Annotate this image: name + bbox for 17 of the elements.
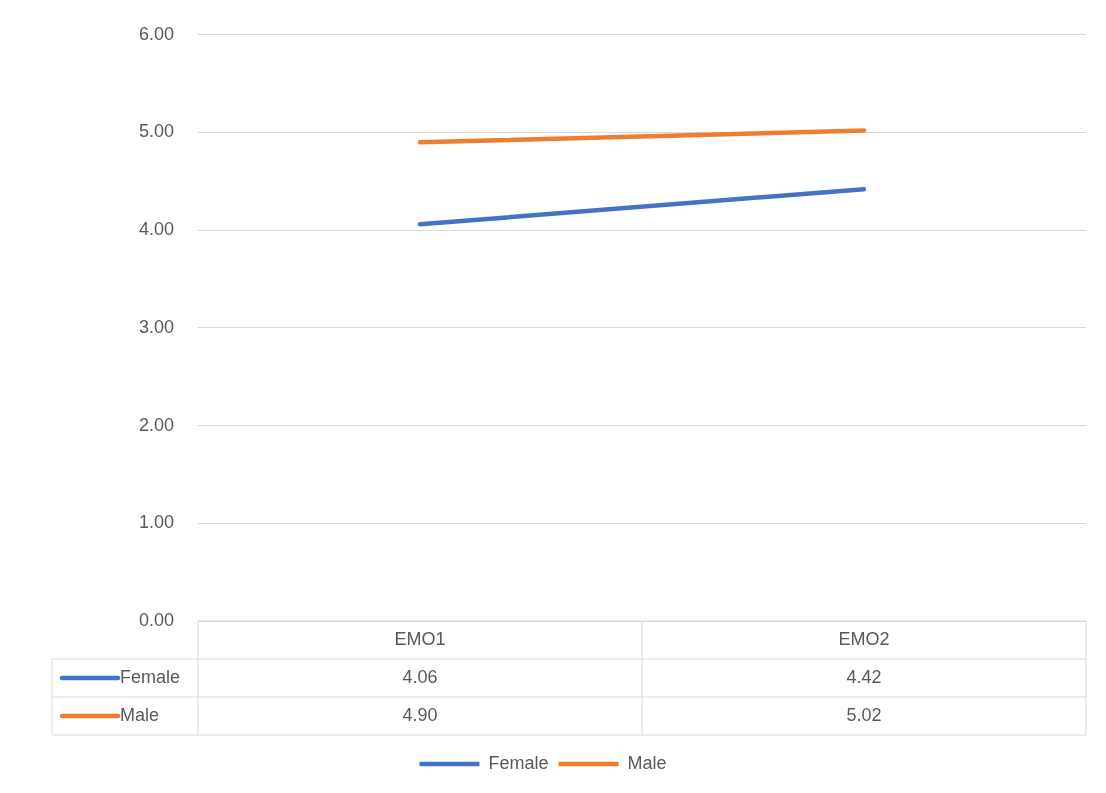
data-label: 4.90 <box>402 704 438 725</box>
text: Male <box>120 704 160 725</box>
y-tick-label: 5.00 <box>138 121 174 142</box>
x-tick-label: EMO2 <box>838 628 890 649</box>
x-tick-label: EMO1 <box>394 628 446 649</box>
y-tick-label: 6.00 <box>138 23 174 44</box>
y-tick-label: 1.00 <box>138 512 174 533</box>
data-label: 5.02 <box>846 704 882 725</box>
legend-label: Female <box>120 666 181 687</box>
y-tick-label: 0.00 <box>138 609 174 630</box>
legend-label: Male <box>627 752 667 773</box>
data-label: 4.06 <box>402 666 438 687</box>
data-label: 4.42 <box>846 666 882 687</box>
y-tick-label: 4.00 <box>138 219 174 240</box>
text: Female <box>488 752 549 773</box>
y-tick-label: 3.00 <box>138 316 174 337</box>
y-tick-label: 2.00 <box>138 414 174 435</box>
